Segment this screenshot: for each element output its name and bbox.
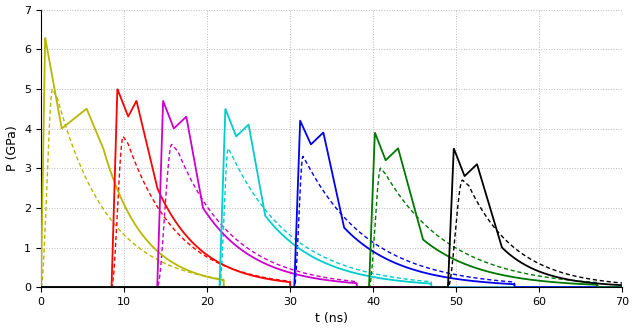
Y-axis label: P (GPa): P (GPa)	[6, 125, 18, 171]
X-axis label: t (ns): t (ns)	[315, 312, 348, 325]
